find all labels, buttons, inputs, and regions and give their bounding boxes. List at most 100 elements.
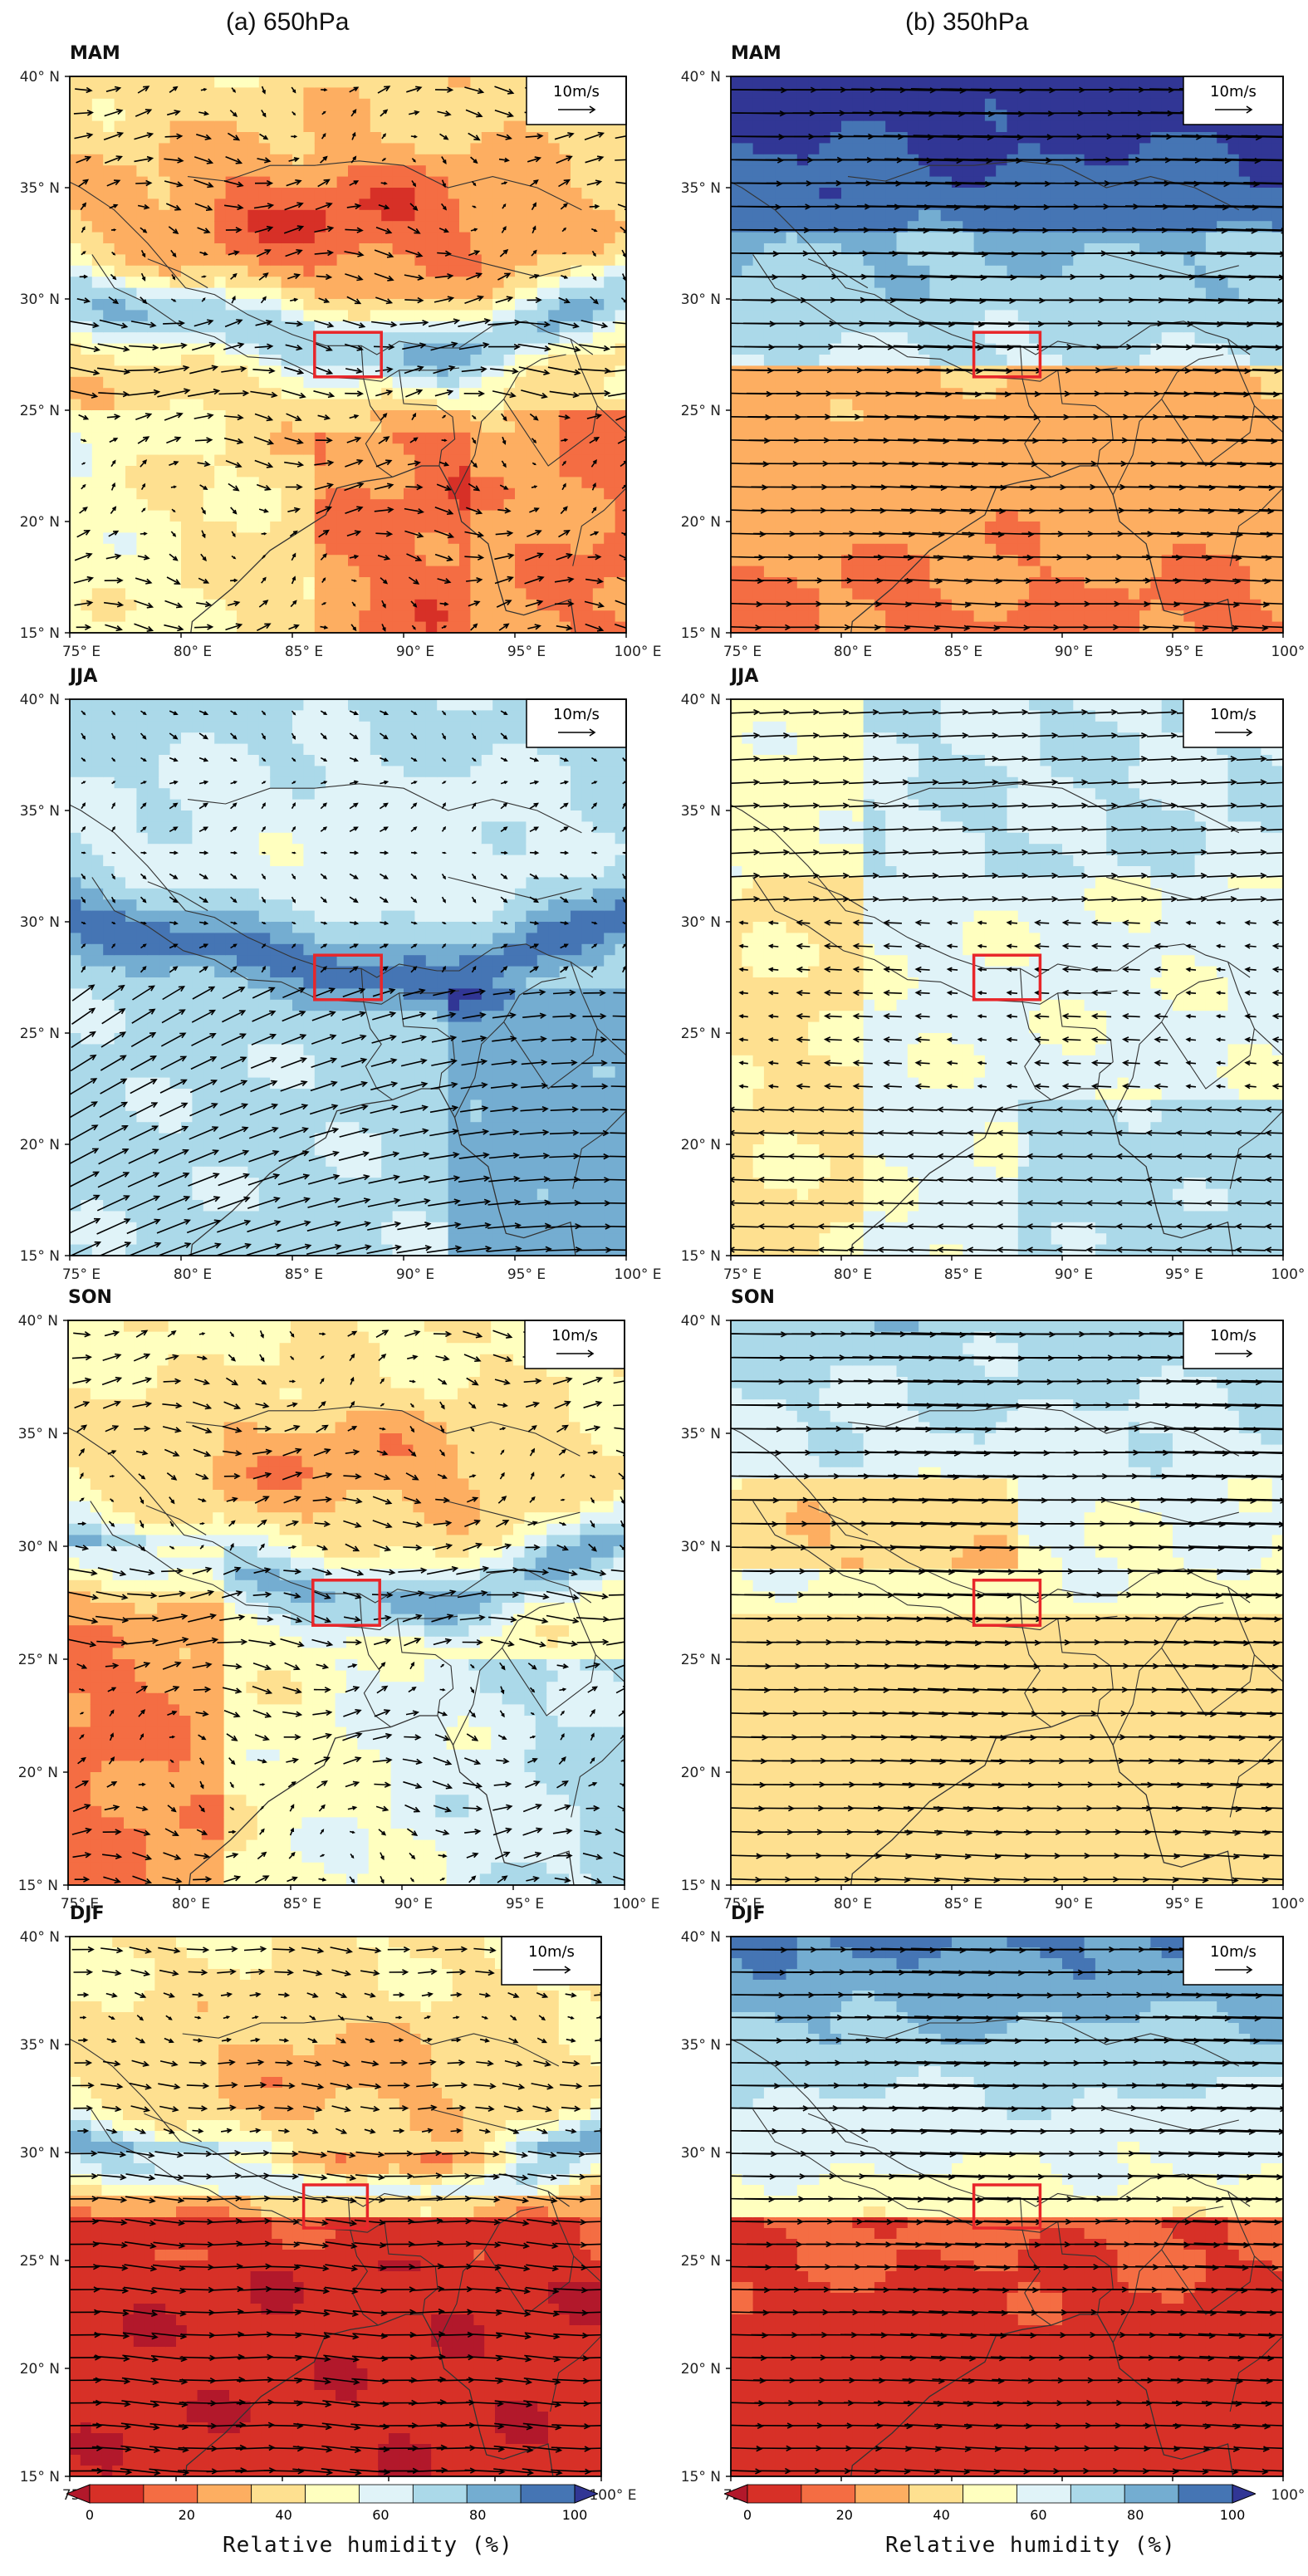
country-border [187,783,582,834]
country-border [448,876,582,900]
lat-tick-label: 30° N [681,1539,721,1555]
lat-tick-label: 20° N [20,2361,60,2378]
colorbar-high-arrow [574,2484,600,2504]
country-border [431,2108,559,2132]
lon-tick-label: 90° E [1055,1896,1093,1912]
colorbar-segment [747,2484,802,2504]
lon-tick-label: 75° E [723,1896,762,1912]
lat-tick-label: 20° N [681,1137,721,1153]
colorbar-tick-label: 80 [1127,2507,1144,2523]
reference-vector-label: 10m/s [1210,706,1257,723]
lat-tick-label: 35° N [20,2037,60,2054]
country-border [90,1501,183,1576]
season-label: MAM [731,43,781,64]
country-border [503,339,598,467]
reference-vector-label: 10m/s [553,83,600,100]
reference-vector-legend: 10m/s [1183,698,1284,748]
colorbar-segment [412,2484,468,2504]
colorbar-segment [1124,2484,1179,2504]
colorbar-tick-label: 20 [836,2507,853,2523]
country-border [807,2113,869,2143]
country-border [1106,876,1239,900]
lon-tick-label: 95° E [1165,644,1203,660]
lon-tick-label: 90° E [1055,1266,1093,1283]
colorbar-segment [909,2484,963,2504]
humidity-field [70,1937,601,2476]
colorbar-tick-label: 0 [86,2507,94,2523]
country-border [399,370,456,467]
study-area-box [313,953,383,1002]
lat-tick-label: 40° N [681,1313,721,1330]
colorbar-title-350hpa: Relative humidity (%) [885,2533,1176,2558]
lon-tick-label: 85° E [283,1896,321,1912]
study-area-box [972,2183,1042,2230]
lat-tick-label: 20° N [681,514,721,531]
season-label: MAM [70,43,120,64]
column-title-650hpa: (a) 650hPa [226,8,349,37]
colorbar-tick-label: 40 [275,2507,291,2523]
lat-tick-label: 40° N [20,69,60,86]
reference-vector-label: 10m/s [551,1327,598,1344]
study-area-box [301,2183,370,2230]
country-border [454,977,566,1119]
lat-tick-label: 25° N [681,1026,721,1042]
humidity-field [70,699,626,1256]
country-border [1021,1627,1052,1728]
lon-tick-label: 90° E [394,1896,433,1912]
coastline [731,465,1234,633]
colorbar-tick-label: 80 [469,2507,486,2523]
map-panel-350hpa-mam: MAM 10m/s 40° N 35° N 30° N 25° N 20° N 15° N 75… [664,43,1308,666]
lat-tick-label: 25° N [20,403,60,419]
map-panel-350hpa-jja: JJA 10m/s 40° N 35° N 30° N 25° N 20° N 15° N 75… [664,666,1308,1289]
lon-tick-label: 85° E [944,644,982,660]
colorbar-tick-label: 20 [179,2507,195,2523]
country-border [752,254,845,329]
colorbar-350hpa: 0 20 40 60 80 100 [723,2483,1257,2529]
lon-tick-label: 100° E [614,1266,661,1283]
season-label: SON [68,1287,112,1308]
lon-tick-label: 100° E [1271,1266,1308,1283]
country-border [807,881,869,912]
colorbar-segment [801,2484,856,2504]
country-border [144,2113,202,2143]
lon-tick-label: 95° E [506,1896,544,1912]
country-border [363,1002,393,1100]
lat-tick-label: 25° N [20,1026,60,1042]
reference-vector-label: 10m/s [1210,1327,1257,1344]
season-label: JJA [70,666,97,687]
wind-vectors [731,1330,1283,1883]
country-border [360,345,460,382]
country-border [1112,354,1224,496]
lon-tick-label: 80° E [834,644,872,660]
lat-tick-label: 15° N [681,625,721,642]
country-border [185,1405,581,1457]
lon-tick-label: 85° E [944,1266,982,1283]
wind-vectors [68,1330,625,1884]
lat-tick-label: 15° N [20,2469,60,2485]
country-border [1112,977,1224,1119]
lat-tick-label: 25° N [20,2253,60,2270]
lat-tick-label: 15° N [20,1248,60,1265]
country-border [91,2108,179,2182]
humidity-field [731,1937,1283,2476]
study-area-box [311,1579,381,1627]
lon-tick-label: 80° E [834,1896,872,1912]
wind-vectors [731,708,1283,1253]
lat-tick-label: 20° N [20,514,60,531]
season-label: SON [731,1287,775,1308]
lat-tick-label: 15° N [18,1878,58,1894]
coastline [731,2314,1234,2476]
country-border [1112,2206,1224,2343]
colorbar-segment [305,2484,360,2504]
lon-tick-label: 90° E [1055,644,1093,660]
lat-tick-label: 15° N [681,1248,721,1265]
lon-tick-label: 100° E [1271,1896,1308,1912]
lat-tick-label: 25° N [681,1652,721,1668]
lat-tick-label: 30° N [681,914,721,931]
lon-tick-label: 80° E [174,1266,212,1283]
country-border [752,2108,845,2182]
lat-tick-label: 35° N [681,1426,721,1442]
colorbar-tick-label: 0 [743,2507,752,2523]
country-border [448,253,582,277]
lat-tick-label: 25° N [681,2253,721,2270]
